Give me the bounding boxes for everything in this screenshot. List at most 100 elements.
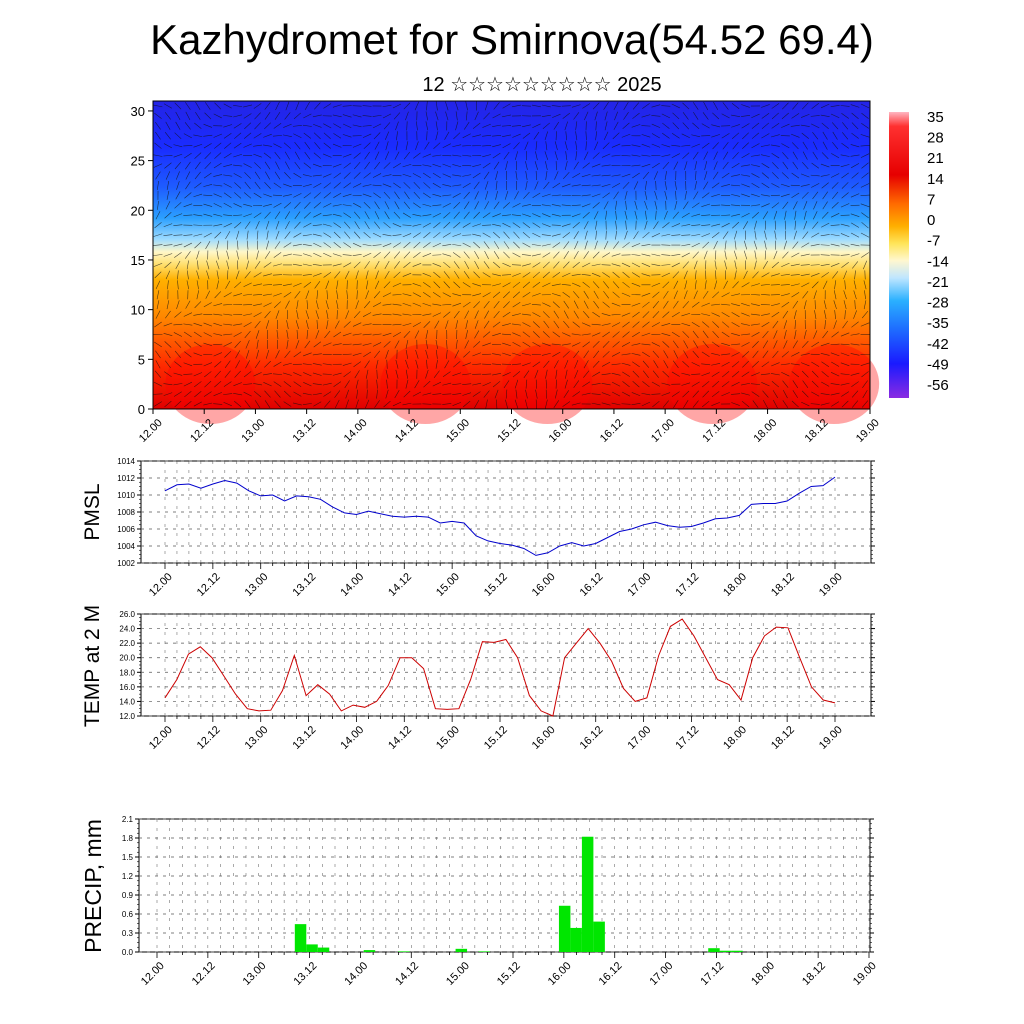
wind-vector [672,360,679,369]
wind-vector [353,261,361,269]
wind-vector [452,244,462,247]
wind-vector [323,272,332,278]
wind-vector [564,141,568,151]
wind-vector [333,172,342,179]
wind-vector [243,163,252,168]
wind-vector [703,181,709,190]
wind-vector [840,233,850,238]
wind-vector [253,153,262,158]
wind-vector [583,251,589,259]
wind-vector [613,101,619,111]
wind-vector [661,272,671,278]
wind-vector [651,123,661,128]
wind-vector [205,102,211,110]
wind-vector [353,311,361,319]
wind-vector [555,369,558,379]
wind-vector [272,284,282,286]
wind-vector [523,370,530,379]
wind-vector [764,240,767,250]
wind-vector [492,381,501,388]
wind-vector [634,210,638,220]
wind-vector [293,232,302,238]
wind-vector [223,152,232,159]
wind-vector [382,174,392,177]
wind-vector [721,172,730,179]
wind-vector [474,399,480,409]
wind-vector [840,382,850,386]
wind-vector [163,244,173,246]
wind-vector [532,321,540,328]
wind-vector [293,381,302,387]
wind-vector [514,191,519,200]
wind-vector [731,312,740,318]
wind-vector [614,111,619,121]
wind-vector [681,144,691,147]
wind-vector [203,134,213,137]
wind-vector [224,370,231,378]
wind-vector [853,280,857,290]
wind-vector [445,349,448,359]
wind-vector [284,112,291,120]
wind-vector [823,300,827,310]
wind-vector [462,182,471,189]
wind-vector [382,104,392,108]
wind-vector [482,134,492,137]
wind-vector [692,330,699,339]
wind-vector [355,270,359,280]
wind-vector [374,141,380,150]
wind-vector [463,400,471,408]
wind-vector [731,124,740,128]
wind-vector [376,369,378,379]
wind-vector [173,213,183,218]
wind-vector [233,173,242,178]
wind-vector [691,321,700,328]
wind-vector [591,332,601,337]
wind-vector [312,233,322,237]
wind-vector [443,311,451,318]
wind-vector [743,250,748,260]
wind-vector [592,281,600,289]
temperature-panel: 12.014.016.018.020.022.024.026.012.00 12.… [81,605,875,752]
wind-vector [851,321,859,328]
wind-vector [531,104,541,108]
wind-vector [432,312,442,317]
wind-vector [253,312,262,318]
wind-vector [701,142,710,149]
wind-vector [851,163,860,169]
wind-vector [193,331,202,338]
wind-vector [385,141,389,151]
wind-vector [193,193,203,198]
wind-vector [176,181,180,190]
wind-vector [332,263,342,267]
wind-vector [302,234,312,237]
wind-vector [773,399,778,409]
wind-vector [274,171,281,180]
wind-vector [364,161,371,170]
precip-y-label: PRECIP, mm [80,819,106,953]
wind-vector [502,214,512,217]
wind-vector [244,172,251,179]
wind-vector [761,272,770,278]
wind-vector [794,220,797,230]
wind-vector [832,142,839,150]
wind-vector [392,282,402,287]
wind-vector [405,359,409,369]
wind-vector [413,252,421,258]
wind-vector [662,341,670,348]
wind-vector [860,322,870,327]
wind-vector [711,193,721,197]
wind-vector [631,164,641,167]
wind-vector [462,282,471,288]
wind-vector [664,171,667,180]
wind-vector [153,154,163,157]
wind-vector [801,282,810,288]
wind-vector [422,253,432,257]
wind-vector [442,203,451,208]
wind-vector [193,134,203,137]
wind-vector [364,211,370,220]
wind-vector [314,142,321,150]
precip-y-tick-label: 2.1 [122,815,134,824]
wind-vector [512,104,521,108]
wind-vector [493,251,500,259]
wind-vector [213,203,222,208]
